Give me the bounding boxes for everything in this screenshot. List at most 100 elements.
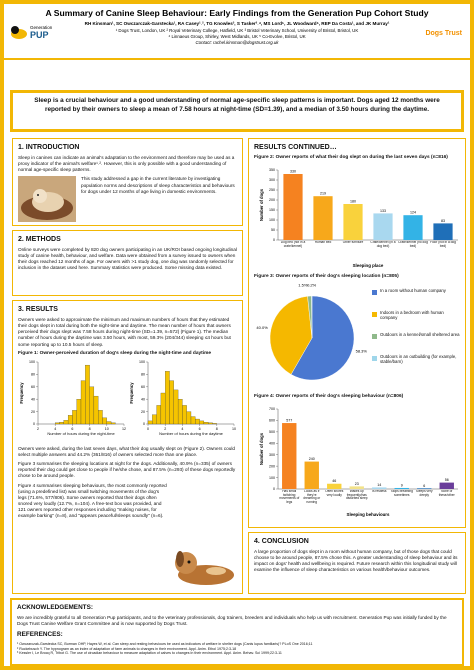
value-label: 133: [380, 209, 386, 213]
histogram-bar: [186, 411, 192, 424]
label: None of these/other: [438, 490, 455, 497]
results: 3. RESULTS Owners were asked to approxim…: [12, 300, 243, 594]
puppy-photo: [18, 176, 76, 223]
y-tick-label: 150: [269, 209, 275, 213]
paragraph: A large proportion of dogs slept in a ro…: [254, 549, 458, 573]
y-tick-label: 40: [141, 397, 145, 401]
value-label: 124: [410, 211, 416, 215]
paragraph: Sleep in canines can indicate an animal'…: [18, 155, 235, 173]
label-box: Stops breathing sometimes: [391, 490, 413, 497]
label: Human bed: [314, 241, 332, 245]
figure-title: Figure 2: Owner reports of what their do…: [254, 155, 448, 161]
histogram-bar: [208, 422, 213, 425]
value-label: 9: [401, 483, 403, 487]
label-box: Has small twitching movements of legs: [279, 490, 299, 504]
y-tick-label: 0: [273, 239, 275, 243]
histogram-bar: [152, 414, 157, 425]
y-axis-label: Frequency: [129, 382, 134, 404]
label-box: None of these/other: [438, 490, 455, 497]
legend-swatch: [372, 311, 377, 317]
bar: [394, 487, 409, 490]
label: Other furniture: [342, 241, 364, 245]
x-tick-label: 4: [54, 427, 56, 431]
bar: [343, 204, 363, 241]
x-tick-label: 10: [232, 427, 236, 431]
y-tick-label: 40: [31, 397, 35, 401]
value-label: 56: [445, 478, 449, 482]
value-label: 330: [290, 170, 296, 174]
conclusion: 4. CONCLUSION A large proportion of dogs…: [248, 532, 466, 594]
affiliation: ⁴ Linnaeus Group, Shirley, West Midlands…: [168, 34, 306, 39]
label-box: Sleeps very deeply: [415, 490, 433, 497]
histogram-bar: [106, 421, 112, 425]
label-box: Outdoors in an outbuilding (for example,…: [380, 354, 456, 364]
value-label: 0.2%: [307, 282, 317, 287]
histogram-bar: [182, 405, 187, 425]
value-label: 14: [377, 483, 381, 487]
label-box: Looks as if they're dreaming or running: [303, 490, 320, 504]
label-box: Wakes up frequently/has disturbed sleep: [346, 490, 368, 500]
label-box: In a room without human company: [380, 288, 446, 293]
label: Number of hours during the daytime: [159, 431, 223, 436]
value-label: 6: [423, 484, 425, 488]
y-tick-label: 80: [141, 372, 145, 376]
label-box: Crate/kennel (in a dog bed): [370, 241, 395, 248]
histogram-bar: [98, 410, 103, 425]
value-label: 219: [320, 192, 326, 196]
y-axis-label: Number of dogs: [259, 432, 264, 465]
y-tick-label: 80: [31, 372, 35, 376]
paragraph: This study addressed a gap in the curren…: [81, 176, 235, 194]
bar: [403, 215, 423, 241]
figure-title: Figure 3: Owner reports of their dog's s…: [254, 274, 399, 280]
legend-swatch: [372, 289, 377, 295]
figure-title: Figure 1: Owner-perceived duration of do…: [18, 350, 212, 356]
label-box: Outdoors in a kennel/small sheltered are…: [380, 332, 460, 337]
histogram-bar: [195, 418, 200, 425]
x-tick-label: 0: [147, 427, 149, 431]
x-tick-label: 2: [37, 427, 39, 431]
bar: [439, 482, 454, 490]
x-tick-label: 4: [181, 427, 183, 431]
contact: Contact: rachel.kinsman@dogstrust.org.uk: [195, 40, 279, 45]
x-tick-label: 6: [199, 427, 201, 431]
y-tick-label: 0: [33, 422, 35, 426]
y-tick-label: 0: [143, 422, 145, 426]
label-box: Number of hours during the daytime: [159, 431, 223, 436]
histogram-bar: [67, 415, 73, 424]
histogram-bar: [212, 423, 217, 424]
value-label: 40.0%: [256, 325, 268, 330]
heading: ACKNOWLEDGEMENTS:: [17, 604, 93, 611]
bar: [327, 483, 342, 490]
x-tick-label: 2: [164, 427, 166, 431]
y-tick-label: 60: [141, 385, 145, 389]
logo-dog: [11, 26, 27, 39]
y-tick-label: 100: [29, 360, 35, 364]
histogram-bar: [59, 421, 64, 424]
pie-slice: [269, 295, 313, 375]
histogram-bar: [72, 410, 77, 425]
value-label: 58.3%: [356, 348, 368, 353]
bar: [313, 196, 333, 241]
histogram-bar: [173, 389, 179, 424]
x-axis-label: Sleeping place: [353, 263, 384, 268]
histogram-bar: [147, 420, 153, 425]
y-tick-label: 500: [269, 430, 275, 434]
logo-text: Generation: [30, 25, 53, 30]
y-tick-label: 100: [139, 360, 145, 364]
label-box: Is restless: [372, 490, 386, 493]
histogram-bar: [110, 422, 116, 425]
histogram-bar: [89, 386, 95, 424]
bar: [417, 488, 432, 490]
figure-4: 0 100 200 300 400 500 600 700 Number of dogs 577 H…: [259, 407, 458, 517]
x-tick-label: 10: [105, 427, 109, 431]
histogram-bar: [156, 405, 162, 425]
histogram-bar: [55, 422, 60, 425]
logo-text: PUP: [30, 30, 49, 40]
label: Crate/kennel (no dog bed): [398, 241, 428, 248]
y-tick-label: 200: [269, 464, 275, 468]
label: Sleeps very deeply: [415, 490, 433, 497]
results-continued: RESULTS CONTINUED… Figure 2: Owner repor…: [248, 138, 466, 528]
x-tick-label: 12: [122, 427, 126, 431]
figure-3: 58.3% In a room without human company 40.0…: [256, 282, 460, 380]
